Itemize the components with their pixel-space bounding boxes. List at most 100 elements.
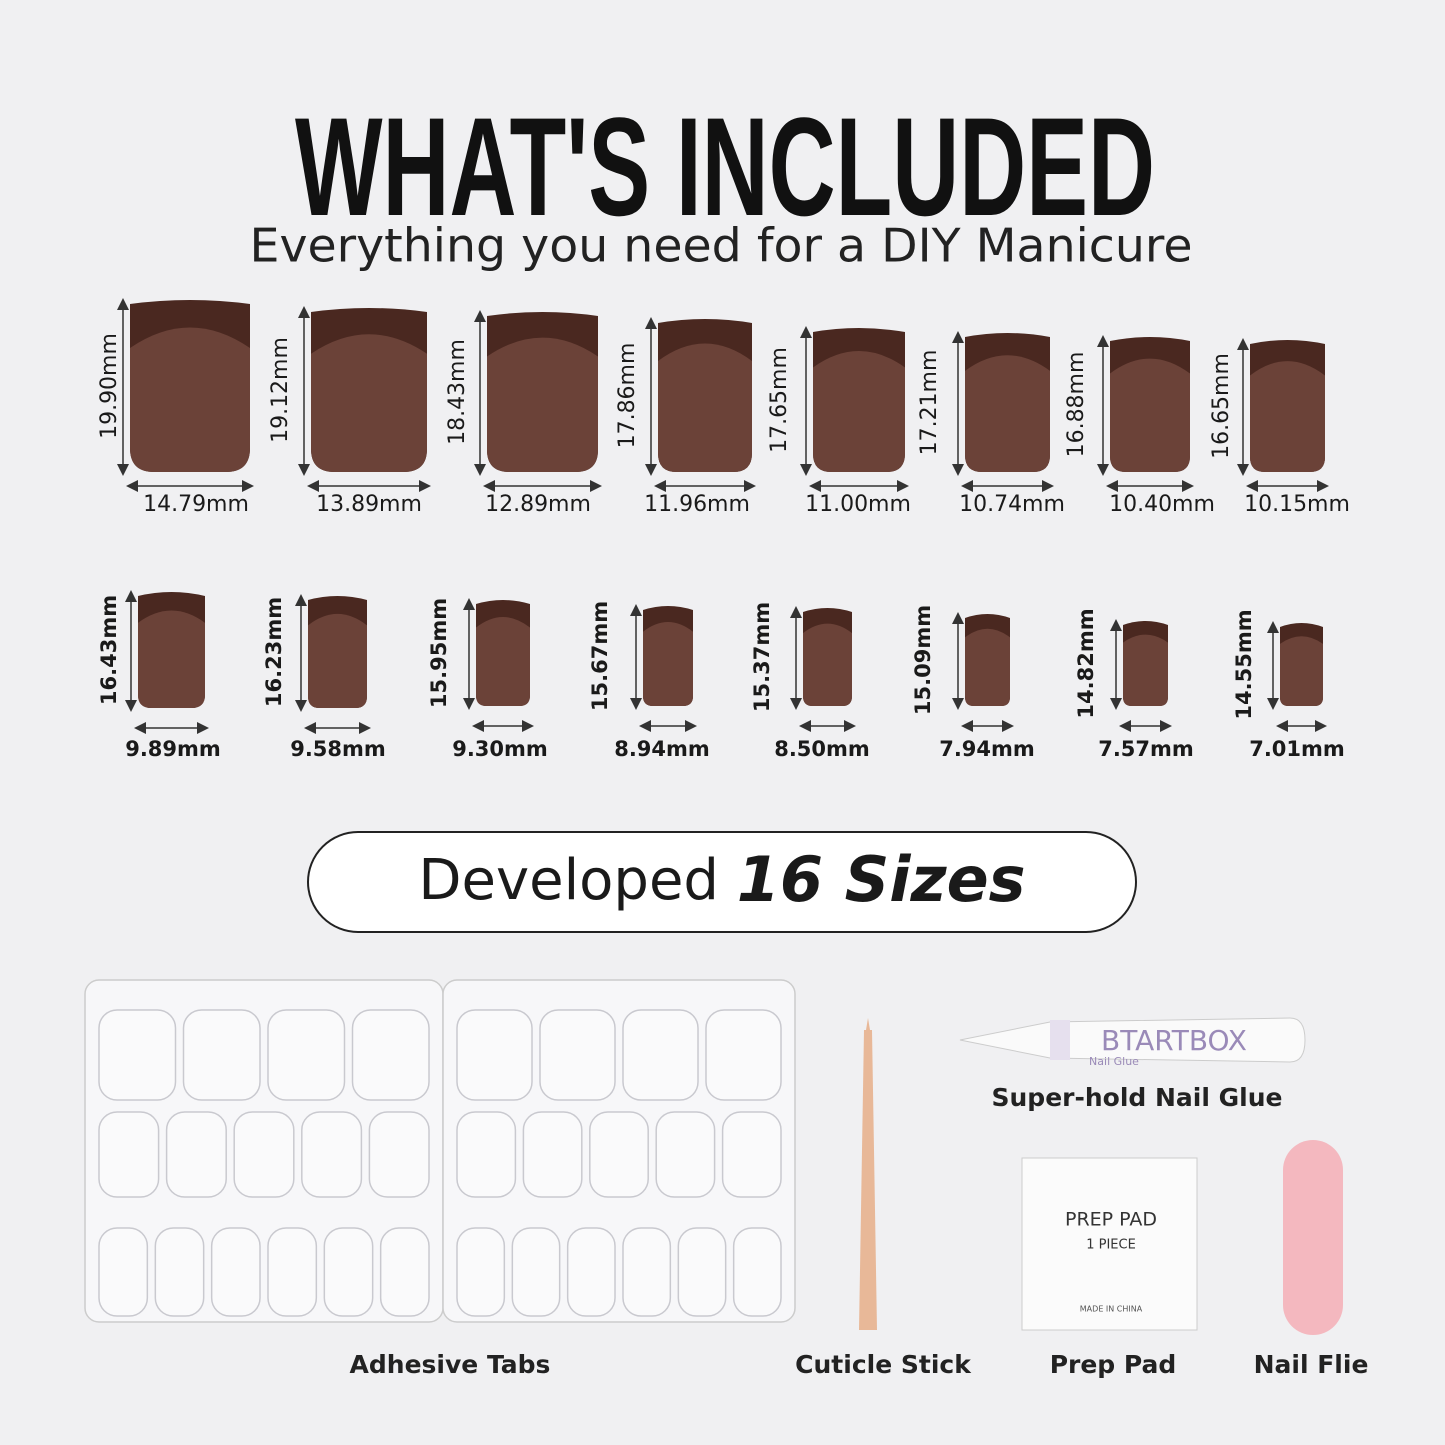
tab — [589, 1111, 649, 1198]
width-label: 7.57mm — [1098, 737, 1194, 761]
nail-body — [138, 610, 205, 708]
nail-body — [1123, 634, 1168, 706]
height-label: 15.09mm — [911, 605, 935, 715]
glue-brand: BTARTBOX — [1101, 1024, 1247, 1057]
prep-pad-origin: MADE IN CHINA — [1080, 1305, 1143, 1314]
nail-body — [476, 617, 530, 706]
tab — [511, 1227, 561, 1317]
glue-product: Nail Glue — [1089, 1055, 1139, 1068]
tab — [323, 1227, 374, 1317]
height-label: 14.82mm — [1074, 608, 1098, 718]
tab — [267, 1227, 318, 1317]
nail-body — [813, 351, 905, 472]
tab — [154, 1227, 205, 1317]
tab — [522, 1111, 583, 1198]
item-label: Nail Flie — [1254, 1350, 1369, 1379]
tab — [233, 1111, 295, 1198]
width-label: 7.01mm — [1249, 737, 1345, 761]
width-label: 8.94mm — [614, 737, 710, 761]
banner-word: Developed — [418, 848, 719, 913]
height-label: 15.95mm — [427, 598, 451, 708]
tab — [165, 1111, 227, 1198]
tab — [456, 1009, 533, 1101]
nail-body — [1280, 636, 1323, 706]
item-label: Super-hold Nail Glue — [992, 1083, 1283, 1112]
adhesive-tabs — [84, 979, 796, 1323]
height-label: 16.23mm — [262, 597, 286, 707]
height-label: 17.21mm — [917, 350, 942, 456]
tab — [677, 1227, 727, 1317]
height-label: 15.67mm — [588, 601, 612, 711]
width-label: 12.89mm — [485, 492, 591, 517]
nail-file — [1283, 1140, 1343, 1335]
tab — [721, 1111, 782, 1198]
width-label: 7.94mm — [939, 737, 1035, 761]
item-label: Cuticle Stick — [795, 1350, 972, 1379]
nail-body — [965, 355, 1050, 472]
nail-body — [658, 343, 752, 472]
height-label: 17.86mm — [615, 343, 640, 449]
prep-pad-count: 1 PIECE — [1086, 1238, 1136, 1253]
nail-body — [487, 337, 598, 472]
width-label: 14.79mm — [143, 492, 249, 517]
tab — [456, 1111, 517, 1198]
nail-body — [643, 622, 693, 706]
tab — [182, 1009, 261, 1101]
height-label: 16.65mm — [1209, 353, 1234, 459]
tab — [98, 1111, 160, 1198]
prep-pad: PREP PAD 1 PIECE MADE IN CHINA — [1021, 1157, 1198, 1331]
height-label: 15.37mm — [750, 602, 774, 712]
prep-pad-title: PREP PAD — [1065, 1209, 1157, 1231]
nail-body — [308, 613, 367, 708]
width-label: 10.15mm — [1244, 492, 1350, 517]
width-label: 10.40mm — [1109, 492, 1215, 517]
width-label: 10.74mm — [959, 492, 1065, 517]
tab — [566, 1227, 616, 1317]
tab — [379, 1227, 430, 1317]
height-label: 16.43mm — [97, 595, 121, 705]
subtitle: Everything you need for a DIY Manicure — [250, 219, 1193, 273]
banner — [307, 831, 1137, 933]
width-label: 13.89mm — [316, 492, 422, 517]
nail-body — [311, 334, 427, 472]
tab — [210, 1227, 261, 1317]
tab — [98, 1009, 177, 1101]
width-label: 11.00mm — [805, 492, 911, 517]
width-label: 9.30mm — [452, 737, 548, 761]
title: WHAT'S INCLUDED — [295, 88, 1155, 245]
height-label: 19.90mm — [97, 333, 122, 439]
item-label: Adhesive Tabs — [350, 1350, 551, 1379]
tab — [368, 1111, 430, 1198]
height-label: 14.55mm — [1232, 609, 1256, 719]
tab — [655, 1111, 716, 1198]
tab — [301, 1111, 363, 1198]
height-label: 17.65mm — [767, 347, 792, 453]
nail-sizes: 19.90mm 14.79mm 19.12mm 13.89mm 18.43mm 12.89… — [97, 298, 1350, 761]
glue-tube: BTARTBOX Nail Glue — [959, 1017, 1306, 1068]
width-label: 8.50mm — [774, 737, 870, 761]
height-label: 19.12mm — [268, 337, 293, 443]
tab — [351, 1009, 430, 1101]
tab — [622, 1227, 672, 1317]
banner-text: Developed 16 Sizes — [418, 843, 1025, 916]
tab — [539, 1009, 616, 1101]
tab — [267, 1009, 346, 1101]
tab — [622, 1009, 699, 1101]
height-label: 16.88mm — [1064, 352, 1089, 458]
nail-body — [1110, 358, 1190, 472]
nail-body — [130, 327, 250, 472]
tab — [705, 1009, 782, 1101]
height-label: 18.43mm — [445, 339, 470, 445]
nail-body — [803, 623, 852, 706]
cuticle-stick — [859, 1018, 877, 1330]
width-label: 11.96mm — [644, 492, 750, 517]
tab — [732, 1227, 782, 1317]
width-label: 9.89mm — [125, 737, 221, 761]
item-label: Prep Pad — [1050, 1350, 1177, 1379]
banner-emphasis: 16 Sizes — [737, 843, 1026, 916]
tab — [98, 1227, 149, 1317]
nail-body — [1250, 361, 1325, 472]
width-label: 9.58mm — [290, 737, 386, 761]
tab — [456, 1227, 506, 1317]
